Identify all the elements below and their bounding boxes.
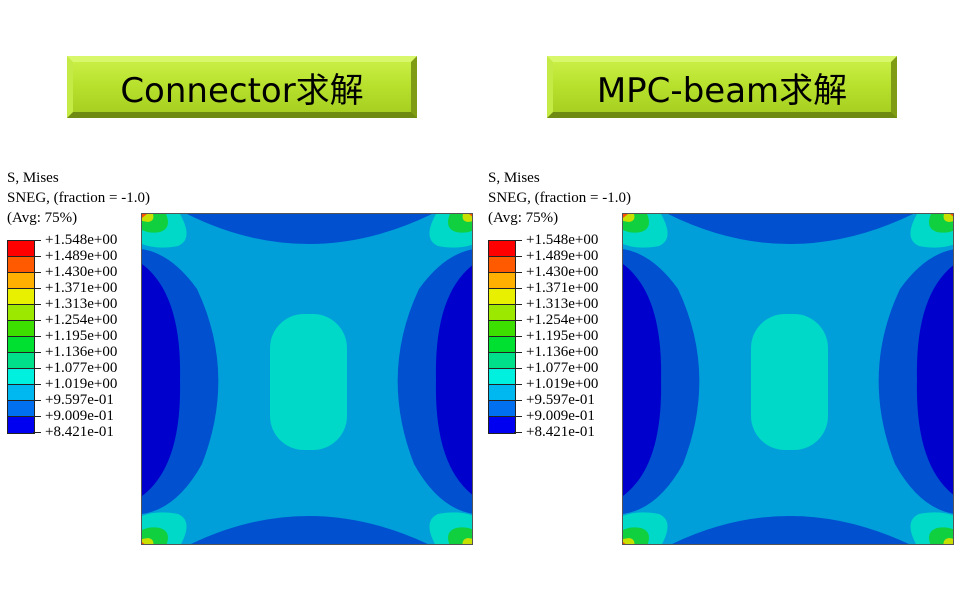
legend-tick: +8.421e-01 <box>33 424 117 440</box>
color-swatch <box>489 305 515 321</box>
legend-tick: +8.421e-01 <box>514 424 598 440</box>
color-swatch <box>489 241 515 257</box>
contour-svg <box>623 214 953 544</box>
corner-hotspot-bl <box>142 512 187 544</box>
legend-tick: +1.548e+00 <box>514 232 598 248</box>
color-swatch <box>489 417 515 433</box>
legend-tick: +1.313e+00 <box>514 296 598 312</box>
contour-plot-mpc-beam <box>622 213 954 545</box>
legend-tick: +1.254e+00 <box>33 312 117 328</box>
corner-hotspot-br <box>429 512 472 544</box>
legend-tick: +1.136e+00 <box>33 344 117 360</box>
legend-section: SNEG, (fraction = -1.0) <box>488 190 632 206</box>
color-swatch <box>8 369 34 385</box>
title-connector-label: Connector求解 <box>120 70 364 111</box>
legend-tick: +1.313e+00 <box>33 296 117 312</box>
legend-tick: +1.430e+00 <box>514 264 598 280</box>
color-bar <box>7 240 35 434</box>
legend-mpc-beam: S, Mises SNEG, (fraction = -1.0) (Avg: 7… <box>488 168 668 448</box>
color-swatch <box>8 305 34 321</box>
color-swatch <box>8 273 34 289</box>
legend-tick: +1.019e+00 <box>514 376 598 392</box>
legend-averaging: (Avg: 75%) <box>488 210 559 226</box>
color-swatch <box>489 273 515 289</box>
legend-tick: +1.371e+00 <box>514 280 598 296</box>
color-swatch <box>8 353 34 369</box>
legend-tick: +9.597e-01 <box>514 392 598 408</box>
legend-connector: S, Mises SNEG, (fraction = -1.0) (Avg: 7… <box>7 168 187 448</box>
color-swatch <box>8 257 34 273</box>
legend-ticks: +1.548e+00 +1.489e+00 +1.430e+00 +1.371e… <box>33 232 117 440</box>
color-swatch <box>8 417 34 433</box>
color-swatch <box>8 337 34 353</box>
legend-tick: +1.489e+00 <box>514 248 598 264</box>
corner-hotspot-tr <box>910 214 953 248</box>
legend-ticks: +1.548e+00 +1.489e+00 +1.430e+00 +1.371e… <box>514 232 598 440</box>
color-swatch <box>489 257 515 273</box>
legend-tick: +9.597e-01 <box>33 392 117 408</box>
color-swatch <box>8 289 34 305</box>
color-bar <box>488 240 516 434</box>
contour-plot-connector <box>141 213 473 545</box>
legend-tick: +1.254e+00 <box>514 312 598 328</box>
title-mpc-beam: MPC-beam求解 <box>547 56 897 118</box>
corner-hotspot-br <box>910 512 953 544</box>
color-swatch <box>489 401 515 417</box>
legend-tick: +1.430e+00 <box>33 264 117 280</box>
legend-tick: +1.019e+00 <box>33 376 117 392</box>
color-swatch <box>489 385 515 401</box>
legend-tick: +1.195e+00 <box>514 328 598 344</box>
legend-tick: +9.009e-01 <box>33 408 117 424</box>
legend-tick: +1.548e+00 <box>33 232 117 248</box>
color-swatch <box>489 289 515 305</box>
legend-tick: +1.371e+00 <box>33 280 117 296</box>
color-swatch <box>8 385 34 401</box>
title-connector: Connector求解 <box>67 56 417 118</box>
legend-tick: +1.489e+00 <box>33 248 117 264</box>
color-swatch <box>8 401 34 417</box>
legend-tick: +1.077e+00 <box>514 360 598 376</box>
corner-hotspot-tl <box>142 214 187 248</box>
legend-variable: S, Mises <box>7 170 59 186</box>
legend-tick: +1.195e+00 <box>33 328 117 344</box>
corner-hotspot-tr <box>429 214 472 248</box>
legend-averaging: (Avg: 75%) <box>7 210 78 226</box>
legend-section: SNEG, (fraction = -1.0) <box>7 190 151 206</box>
corner-hotspot-tl <box>623 214 668 248</box>
color-swatch <box>8 321 34 337</box>
contour-svg <box>142 214 472 544</box>
color-swatch <box>489 321 515 337</box>
color-swatch <box>8 241 34 257</box>
legend-tick: +1.077e+00 <box>33 360 117 376</box>
color-swatch <box>489 353 515 369</box>
legend-tick: +9.009e-01 <box>514 408 598 424</box>
color-swatch <box>489 337 515 353</box>
legend-variable: S, Mises <box>488 170 540 186</box>
corner-hotspot-bl <box>623 512 668 544</box>
legend-tick: +1.136e+00 <box>514 344 598 360</box>
title-mpc-beam-label: MPC-beam求解 <box>596 70 848 111</box>
color-swatch <box>489 369 515 385</box>
